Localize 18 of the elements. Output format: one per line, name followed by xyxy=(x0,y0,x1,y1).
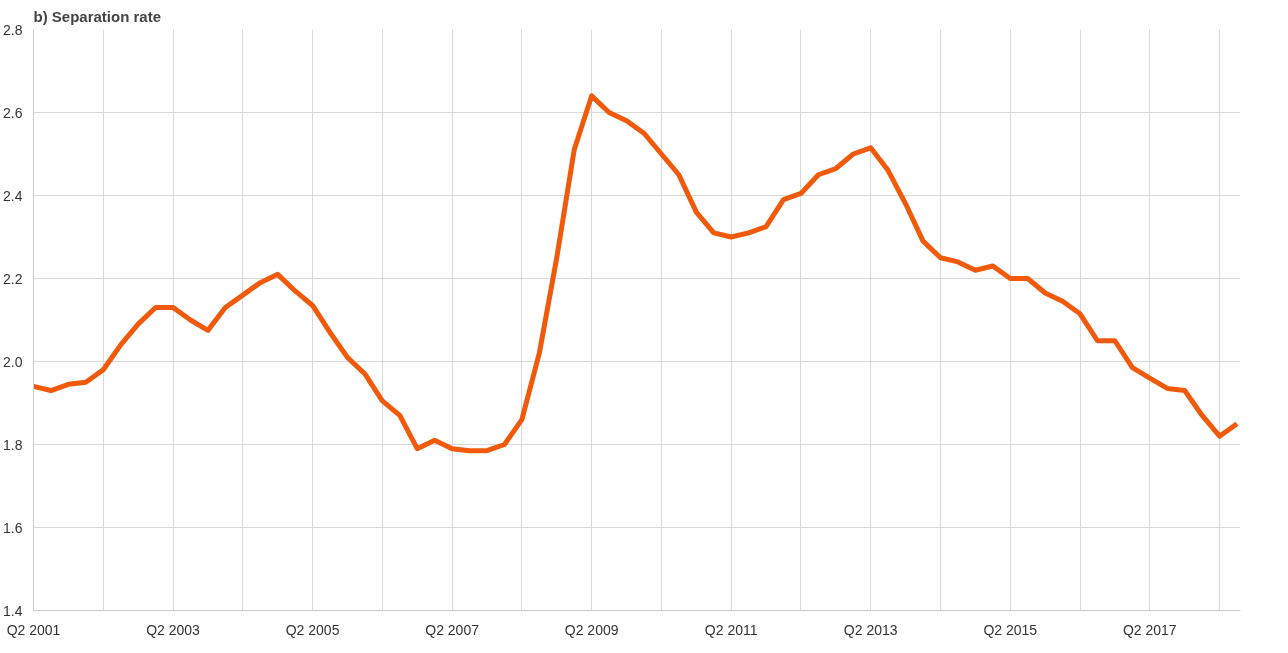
y-tick-label: 2.4 xyxy=(3,187,23,204)
x-tick-label: Q2 2015 xyxy=(983,621,1038,638)
x-tick-label: Q2 2009 xyxy=(564,621,619,638)
x-tick-label: Q2 2011 xyxy=(704,621,758,638)
chart-title: b) Separation rate xyxy=(33,7,162,25)
y-tick-label: 1.6 xyxy=(3,519,23,536)
y-tick-label: 2.8 xyxy=(3,21,23,38)
y-tick-label: 2.0 xyxy=(3,353,23,370)
x-tick-label: Q2 2013 xyxy=(843,621,898,638)
x-tick-label: Q2 2005 xyxy=(285,621,340,638)
x-tick-label: Q2 2017 xyxy=(1122,621,1177,638)
y-tick-label: 1.4 xyxy=(3,602,23,619)
x-tick-label: Q2 2001 xyxy=(6,621,61,638)
y-tick-label: 2.6 xyxy=(3,104,23,121)
x-tick-label: Q2 2003 xyxy=(146,621,201,638)
x-tick-label: Q2 2007 xyxy=(425,621,480,638)
y-tick-label: 2.2 xyxy=(3,270,23,287)
y-tick-label: 1.8 xyxy=(3,436,23,453)
